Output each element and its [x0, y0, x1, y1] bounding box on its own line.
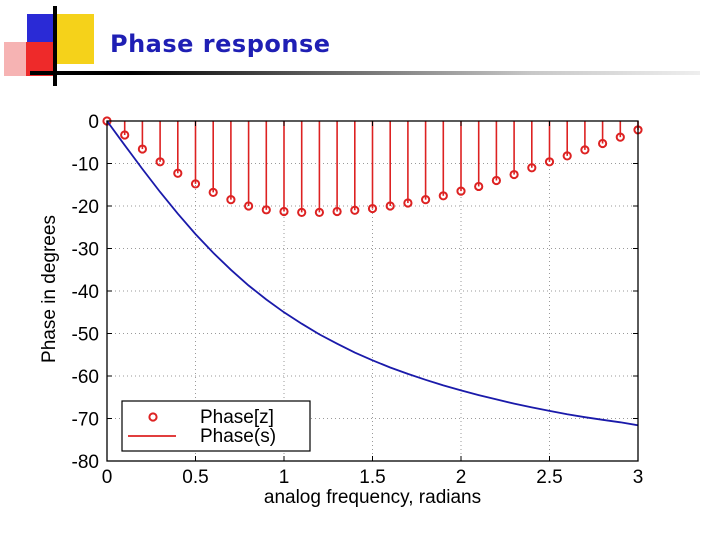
x-tick-label: 0	[102, 467, 113, 488]
legend-layer: Phase[z]Phase(s)	[121, 400, 311, 452]
axes-layer: 0 0.5 1 1.5 2 2.5 3 0 -10 -20 -30 -40 -50 -60 -70 -80 an…	[39, 112, 643, 508]
phase-z-marker	[261, 205, 271, 215]
phase-z-marker	[226, 195, 236, 205]
y-tick-label: -50	[72, 325, 99, 346]
deco-horizontal-line	[30, 71, 700, 75]
x-axis-label: analog frequency, radians	[264, 487, 481, 508]
phase-z-marker	[190, 179, 201, 189]
phase-z-marker	[350, 205, 360, 215]
phase-z-marker	[438, 191, 448, 201]
phase-z-marker	[615, 132, 625, 142]
y-axis-label: Phase in degrees	[39, 215, 60, 363]
legend-marker-phase-z	[148, 412, 158, 422]
slide-title: Phase response	[110, 30, 331, 58]
phase-z-marker	[598, 138, 608, 149]
phase-z-marker	[421, 195, 431, 205]
x-tick-label: 2	[456, 467, 467, 488]
deco-vertical-line	[53, 6, 57, 86]
phase-z-marker	[580, 145, 590, 155]
x-tick-label: 2.5	[536, 467, 562, 488]
phase-z-marker	[297, 207, 307, 217]
phase-z-marker	[456, 186, 466, 196]
y-tick-label: -10	[72, 155, 99, 176]
y-tick-label: -30	[72, 240, 99, 261]
legend-label-phase-s: Phase(s)	[200, 426, 276, 447]
deco-pink-square	[4, 42, 26, 76]
phase-z-marker	[137, 144, 147, 154]
y-tick-label: 0	[88, 112, 99, 133]
series-layer	[102, 116, 643, 427]
phase-z-marker	[385, 201, 395, 211]
y-tick-label: -80	[72, 452, 99, 473]
y-tick-label: -20	[72, 197, 99, 218]
phase-z-marker	[120, 130, 130, 140]
phase-z-marker	[562, 151, 572, 161]
phase-z-marker	[527, 163, 537, 173]
phase-z-marker	[544, 157, 555, 167]
phase-z-marker	[367, 203, 378, 214]
y-tick-label: -60	[72, 367, 99, 388]
phase-z-marker	[332, 206, 342, 217]
x-tick-label: 1.5	[359, 467, 385, 488]
x-tick-label: 0.5	[182, 467, 208, 488]
legend-label-phase-z: Phase[z]	[200, 407, 274, 428]
y-tick-label: -40	[72, 282, 99, 303]
phase-z-marker	[208, 187, 218, 197]
phase-z-marker	[314, 207, 324, 217]
x-tick-label: 3	[633, 467, 644, 488]
phase-z-marker	[173, 168, 183, 178]
x-tick-label: 1	[279, 467, 290, 488]
phase-z-marker	[279, 206, 289, 217]
phase-s-line	[106, 120, 639, 427]
phase-z-marker	[403, 198, 413, 208]
y-tick-label: -70	[72, 410, 99, 431]
phase-z-marker	[474, 181, 484, 192]
phase-z-marker	[491, 175, 501, 186]
phase-z-marker	[244, 201, 254, 211]
phase-z-marker	[155, 157, 165, 167]
phase-z-marker	[509, 169, 519, 180]
legend-box	[121, 400, 311, 452]
